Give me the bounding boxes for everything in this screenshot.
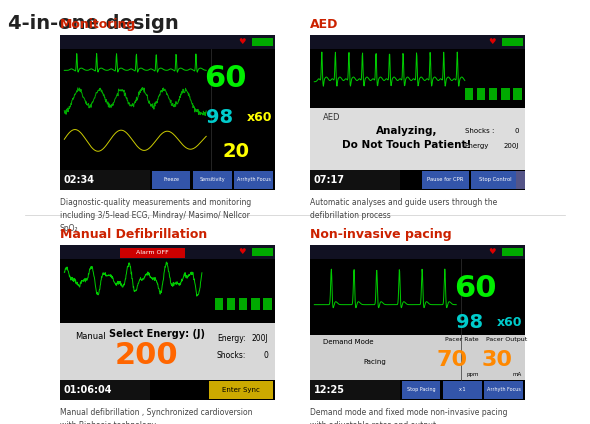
Bar — [251, 248, 273, 256]
Bar — [502, 248, 523, 256]
Text: Manual Defibrillation: Manual Defibrillation — [60, 228, 207, 241]
Text: mA: mA — [512, 372, 522, 377]
Bar — [465, 88, 473, 100]
Text: 200: 200 — [114, 341, 178, 370]
Bar — [60, 245, 275, 259]
Text: 200J: 200J — [252, 334, 268, 343]
Bar — [489, 88, 497, 100]
Bar — [513, 88, 522, 100]
Text: 20: 20 — [223, 142, 250, 161]
Text: 98: 98 — [455, 313, 483, 332]
Text: Shocks:: Shocks: — [217, 351, 247, 360]
Bar — [310, 245, 525, 259]
Bar — [422, 171, 469, 189]
Text: Pacer Rate: Pacer Rate — [445, 337, 479, 342]
Text: Arrhyth Focus: Arrhyth Focus — [237, 177, 271, 182]
Text: 70: 70 — [437, 350, 467, 370]
Text: Do Not Touch Patient!: Do Not Touch Patient! — [342, 140, 471, 150]
Bar — [484, 381, 523, 399]
Text: ♥: ♥ — [488, 248, 496, 257]
Bar — [477, 88, 486, 100]
Text: 12:25: 12:25 — [314, 385, 345, 395]
Text: x60: x60 — [497, 316, 523, 329]
Text: ♥: ♥ — [488, 37, 496, 47]
Text: Non-invasive pacing: Non-invasive pacing — [310, 228, 451, 241]
Bar — [502, 38, 523, 46]
Text: 01:06:04: 01:06:04 — [64, 385, 113, 395]
Text: Pause for CPR: Pause for CPR — [427, 177, 464, 182]
Bar — [501, 88, 510, 100]
Text: including 3/5-lead ECG, Mindray/ Masimo/ Nellcor: including 3/5-lead ECG, Mindray/ Masimo/… — [60, 211, 250, 220]
Text: Manual: Manual — [75, 332, 106, 341]
Text: SpO₂: SpO₂ — [60, 224, 78, 233]
Bar — [193, 171, 232, 189]
Text: 4-in-one design: 4-in-one design — [8, 14, 179, 33]
Text: Select Energy: (J): Select Energy: (J) — [109, 329, 205, 339]
Bar — [516, 171, 525, 189]
Text: Alarm OFF: Alarm OFF — [136, 250, 169, 255]
Bar — [310, 335, 525, 380]
Text: Freeze: Freeze — [163, 177, 179, 182]
Bar — [251, 38, 273, 46]
Bar — [263, 298, 271, 310]
Text: Shocks :: Shocks : — [465, 128, 494, 134]
Bar — [208, 381, 273, 399]
Bar — [215, 298, 224, 310]
Bar — [239, 298, 247, 310]
Bar — [402, 381, 441, 399]
Bar — [251, 298, 260, 310]
Text: ♥: ♥ — [238, 248, 245, 257]
Text: Demand Mode: Demand Mode — [323, 339, 373, 345]
Bar — [310, 108, 525, 170]
Text: 60: 60 — [454, 274, 497, 303]
Text: 98: 98 — [205, 108, 232, 127]
Text: ppm: ppm — [467, 372, 480, 377]
Text: 02:34: 02:34 — [64, 175, 95, 185]
Text: Diagnostic-quality measurements and monitoring: Diagnostic-quality measurements and moni… — [60, 198, 251, 207]
Text: Stop Control: Stop Control — [478, 177, 511, 182]
Text: 200J: 200J — [503, 143, 519, 149]
Bar — [310, 35, 525, 49]
Bar — [234, 171, 273, 189]
Bar — [152, 171, 191, 189]
Bar — [120, 248, 185, 257]
Text: Analyzing,: Analyzing, — [376, 126, 438, 137]
Text: AED: AED — [323, 113, 340, 122]
Text: x:1: x:1 — [458, 388, 466, 393]
Text: Monitoring: Monitoring — [60, 18, 136, 31]
Text: Pacer Output: Pacer Output — [486, 337, 527, 342]
Text: 0: 0 — [264, 351, 268, 360]
Bar — [310, 170, 400, 190]
Bar — [471, 171, 519, 189]
Text: Demand mode and fixed mode non-invasive pacing: Demand mode and fixed mode non-invasive … — [310, 408, 507, 417]
Text: Energy: Energy — [465, 143, 489, 149]
Text: defibrillation process: defibrillation process — [310, 211, 391, 220]
Text: x60: x60 — [247, 111, 273, 124]
Text: Enter Sync: Enter Sync — [222, 387, 260, 393]
Text: 0: 0 — [514, 128, 519, 134]
Bar — [443, 381, 481, 399]
Text: Energy:: Energy: — [217, 334, 245, 343]
Text: 07:17: 07:17 — [314, 175, 345, 185]
Bar — [310, 380, 400, 400]
Text: Sensitivity: Sensitivity — [199, 177, 225, 182]
Bar — [227, 298, 235, 310]
Text: Automatic analyses and guide users through the: Automatic analyses and guide users throu… — [310, 198, 497, 207]
Text: 30: 30 — [481, 350, 513, 370]
Text: ♥: ♥ — [238, 37, 245, 47]
Text: Pacing: Pacing — [364, 359, 386, 365]
Bar — [60, 170, 150, 190]
Text: with Biphasic technology: with Biphasic technology — [60, 421, 156, 424]
Bar — [60, 35, 275, 49]
Text: Arrhyth Focus: Arrhyth Focus — [487, 388, 520, 393]
Bar — [60, 380, 150, 400]
Text: Manual defibrillation , Synchronized cardioversion: Manual defibrillation , Synchronized car… — [60, 408, 253, 417]
Text: Stop Pacing: Stop Pacing — [407, 388, 435, 393]
Text: 60: 60 — [204, 64, 247, 93]
Text: with adjustable rates and output: with adjustable rates and output — [310, 421, 436, 424]
Text: AED: AED — [310, 18, 339, 31]
Bar — [60, 323, 275, 380]
